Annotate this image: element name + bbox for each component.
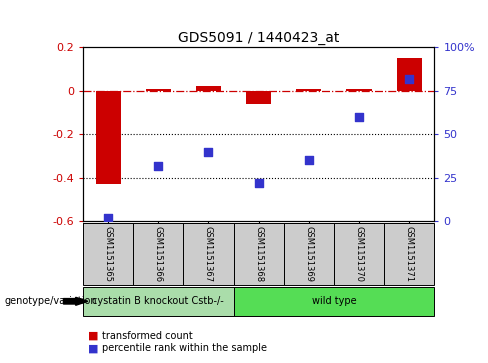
Bar bbox=[146, 89, 171, 91]
Bar bbox=[346, 89, 371, 91]
Text: GSM1151371: GSM1151371 bbox=[405, 226, 414, 282]
Bar bbox=[384, 223, 434, 285]
Text: GSM1151368: GSM1151368 bbox=[254, 226, 263, 282]
Text: ■: ■ bbox=[88, 331, 99, 341]
Text: GSM1151366: GSM1151366 bbox=[154, 226, 163, 282]
Text: ■: ■ bbox=[88, 343, 99, 354]
Bar bbox=[133, 223, 183, 285]
Title: GDS5091 / 1440423_at: GDS5091 / 1440423_at bbox=[178, 31, 339, 45]
Point bbox=[104, 215, 112, 221]
Bar bbox=[196, 86, 221, 91]
Point bbox=[305, 158, 313, 163]
Bar bbox=[397, 58, 422, 91]
Point bbox=[204, 149, 212, 155]
Bar bbox=[83, 223, 133, 285]
Point bbox=[154, 163, 162, 168]
Bar bbox=[334, 223, 384, 285]
Point bbox=[355, 114, 363, 120]
Text: percentile rank within the sample: percentile rank within the sample bbox=[102, 343, 267, 354]
Text: GSM1151369: GSM1151369 bbox=[305, 226, 313, 282]
Point bbox=[255, 180, 263, 186]
Text: genotype/variation: genotype/variation bbox=[5, 296, 98, 306]
Bar bbox=[296, 89, 322, 91]
Bar bbox=[96, 91, 121, 184]
Point bbox=[406, 76, 413, 81]
Bar bbox=[183, 223, 234, 285]
Bar bbox=[284, 223, 334, 285]
Text: GSM1151365: GSM1151365 bbox=[103, 226, 113, 282]
Bar bbox=[246, 91, 271, 104]
Bar bbox=[83, 287, 234, 316]
Bar bbox=[234, 287, 434, 316]
Text: wild type: wild type bbox=[312, 296, 356, 306]
Text: cystatin B knockout Cstb-/-: cystatin B knockout Cstb-/- bbox=[92, 296, 224, 306]
Text: transformed count: transformed count bbox=[102, 331, 193, 341]
Text: GSM1151370: GSM1151370 bbox=[354, 226, 364, 282]
Text: GSM1151367: GSM1151367 bbox=[204, 226, 213, 282]
Bar bbox=[234, 223, 284, 285]
